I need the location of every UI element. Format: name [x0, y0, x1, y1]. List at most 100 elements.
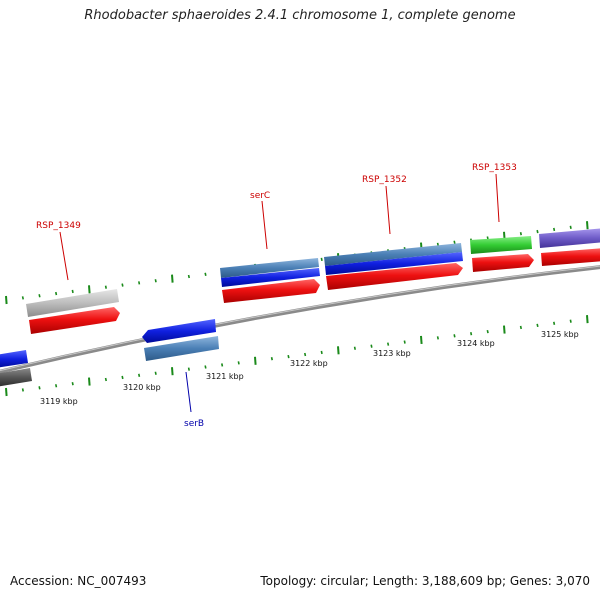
feature-blue-rsp1352[interactable] — [325, 252, 463, 275]
minor-tick — [38, 386, 41, 390]
minor-tick — [71, 289, 74, 294]
gene-labels: RSP_1349 serC RSP_1352 RSP_1353 serB — [36, 163, 517, 429]
leader-rsp1353 — [495, 173, 500, 223]
minor-tick — [187, 367, 190, 371]
gene-label-serc[interactable]: serC — [250, 191, 270, 201]
major-tick — [171, 367, 174, 376]
scale-label-3122: 3122 kbp — [290, 359, 328, 368]
minor-tick — [569, 319, 572, 323]
feature-green-rsp1353[interactable] — [470, 236, 532, 254]
minor-tick — [453, 334, 456, 338]
major-tick — [5, 295, 8, 305]
leader-rsp1352 — [385, 185, 391, 235]
feature-gray-rsp1349[interactable] — [26, 289, 119, 317]
minor-tick — [55, 384, 58, 388]
minor-tick — [138, 373, 141, 378]
minor-tick — [104, 377, 107, 382]
feature-darkgray-left[interactable] — [0, 368, 32, 387]
feature-steel-serb[interactable] — [144, 336, 219, 361]
minor-tick — [204, 365, 207, 369]
major-tick — [254, 356, 257, 365]
minor-tick — [287, 354, 290, 359]
feature-blue-serc[interactable] — [221, 268, 320, 287]
minor-tick — [138, 281, 141, 285]
minor-tick — [154, 279, 157, 283]
scale-labels: 3119 kbp 3120 kbp 3121 kbp 3122 kbp 3123… — [40, 330, 579, 406]
major-tick — [503, 325, 506, 334]
genome-backbone — [0, 265, 600, 374]
leader-serb — [185, 371, 192, 413]
minor-tick — [553, 227, 556, 232]
gene-features — [0, 228, 600, 387]
major-tick — [88, 285, 91, 294]
gene-label-rsp1352[interactable]: RSP_1352 — [362, 175, 407, 185]
scale-label-3124: 3124 kbp — [457, 339, 495, 348]
major-tick — [337, 346, 340, 355]
minor-tick — [536, 229, 539, 234]
scale-label-3119: 3119 kbp — [40, 397, 78, 406]
minor-tick — [21, 388, 24, 392]
minor-tick — [370, 344, 373, 348]
feature-purple-right[interactable] — [539, 228, 600, 248]
scale-label-3125: 3125 kbp — [541, 330, 579, 339]
scale-label-3123: 3123 kbp — [373, 349, 411, 358]
minor-tick — [320, 350, 323, 355]
gene-label-serb[interactable]: serB — [184, 419, 204, 429]
minor-tick — [320, 257, 323, 262]
feature-cds-rsp1349[interactable] — [29, 307, 120, 334]
minor-tick — [519, 232, 522, 236]
minor-tick — [470, 332, 473, 336]
scale-label-3120: 3120 kbp — [123, 383, 161, 392]
minor-tick — [71, 382, 74, 386]
minor-tick — [21, 296, 24, 300]
genome-backbone-highlight — [0, 265, 600, 372]
major-tick — [586, 221, 589, 230]
feature-steel-serc[interactable] — [220, 258, 319, 278]
gene-label-rsp1349[interactable]: RSP_1349 — [36, 221, 81, 231]
minor-tick — [403, 340, 406, 344]
minor-tick — [453, 240, 456, 244]
minor-tick — [553, 321, 556, 325]
label-leaders — [59, 173, 500, 413]
feature-cds-rsp1353[interactable] — [472, 254, 534, 272]
minor-tick — [304, 352, 307, 357]
minor-tick — [237, 361, 240, 365]
minor-tick — [569, 225, 572, 229]
feature-cds-serc[interactable] — [222, 279, 320, 303]
scale-label-3121: 3121 kbp — [206, 372, 244, 381]
feature-steel-rsp1352[interactable] — [324, 243, 462, 266]
major-tick — [5, 387, 8, 397]
lower-scale-ticks — [5, 315, 589, 397]
feature-blue-serb[interactable] — [142, 319, 216, 343]
leader-rsp1349 — [59, 231, 69, 281]
genome-summary-text: Topology: circular; Length: 3,188,609 bp… — [260, 574, 590, 588]
minor-tick — [221, 363, 224, 367]
map-title: Rhodobacter sphaeroides 2.4.1 chromosome… — [84, 8, 516, 23]
minor-tick — [154, 371, 157, 375]
minor-tick — [486, 329, 489, 334]
minor-tick — [436, 336, 439, 340]
feature-cds-right[interactable] — [541, 248, 600, 266]
gene-label-rsp1353[interactable]: RSP_1353 — [472, 163, 517, 173]
feature-blue-left[interactable] — [0, 350, 28, 368]
minor-tick — [55, 291, 58, 296]
major-tick — [88, 377, 91, 386]
minor-tick — [387, 342, 390, 346]
major-tick — [586, 315, 589, 324]
accession-text: Accession: NC_007493 — [10, 574, 147, 588]
major-tick — [171, 274, 174, 283]
minor-tick — [270, 357, 273, 361]
minor-tick — [104, 285, 107, 289]
minor-tick — [38, 294, 41, 298]
leader-serc — [261, 200, 268, 250]
minor-tick — [519, 325, 522, 330]
minor-tick — [187, 274, 190, 279]
minor-tick — [536, 323, 539, 328]
minor-tick — [121, 283, 124, 287]
minor-tick — [353, 346, 356, 350]
major-tick — [420, 335, 423, 345]
feature-cds-rsp1352[interactable] — [326, 263, 463, 290]
minor-tick — [204, 272, 207, 276]
minor-tick — [121, 375, 124, 380]
